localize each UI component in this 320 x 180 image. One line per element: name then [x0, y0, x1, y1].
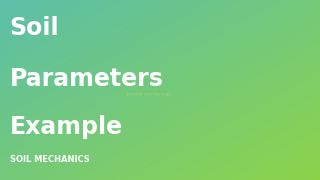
Text: SOIL MECHANICS: SOIL MECHANICS	[10, 155, 89, 164]
Text: Example: Example	[10, 115, 123, 139]
Text: Soil: Soil	[10, 16, 59, 40]
Text: · short term/sal: · short term/sal	[122, 91, 170, 96]
Text: Parameters: Parameters	[10, 67, 164, 91]
